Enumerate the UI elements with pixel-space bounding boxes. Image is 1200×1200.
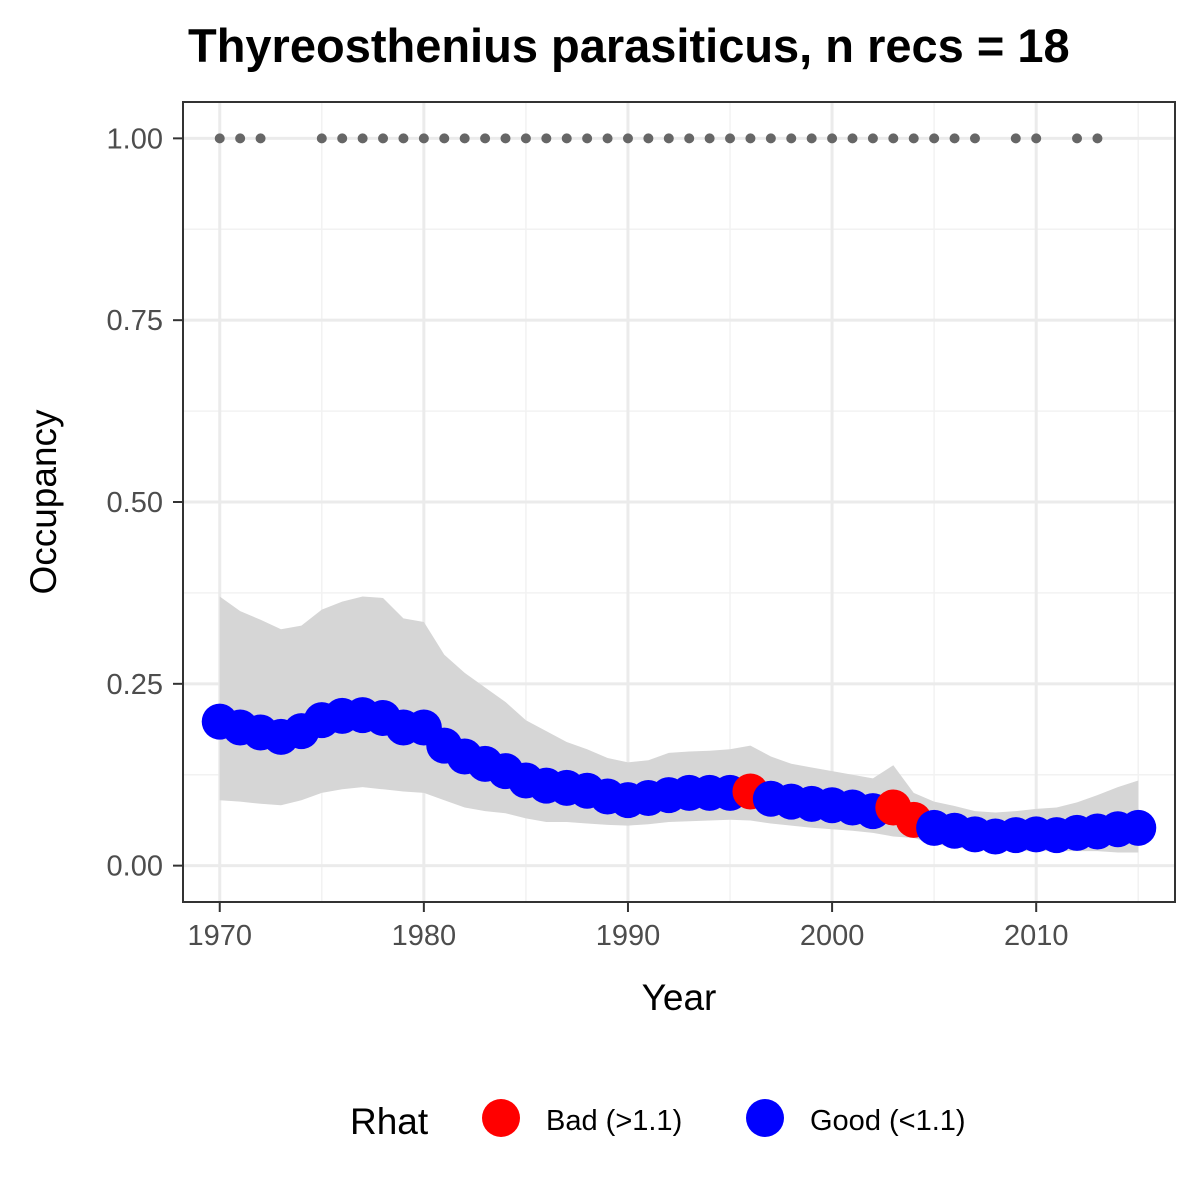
record-point xyxy=(316,133,327,144)
y-tick-label: 0.75 xyxy=(107,305,163,337)
record-point xyxy=(1072,133,1083,144)
record-point xyxy=(929,133,940,144)
record-point xyxy=(337,133,348,144)
record-point xyxy=(643,133,654,144)
record-point xyxy=(847,133,858,144)
legend-title: Rhat xyxy=(350,1101,429,1142)
record-point xyxy=(418,133,429,144)
record-point xyxy=(439,133,450,144)
record-point xyxy=(867,133,878,144)
occupancy-points xyxy=(201,697,1157,855)
record-point xyxy=(786,133,797,144)
record-point xyxy=(1010,133,1021,144)
y-tick-label: 0.50 xyxy=(107,487,163,519)
record-point xyxy=(255,133,266,144)
record-point xyxy=(765,133,776,144)
y-tick-label: 0.25 xyxy=(107,669,163,701)
chart-title: Thyreosthenius parasiticus, n recs = 18 xyxy=(188,19,1070,72)
y-tick-label: 1.00 xyxy=(107,123,163,155)
record-points xyxy=(214,133,1103,144)
legend: Rhat Bad (>1.1) Good (<1.1) xyxy=(350,1099,966,1142)
x-tick-label: 1980 xyxy=(392,920,457,952)
legend-key-bad xyxy=(482,1099,520,1137)
ci-ribbon xyxy=(219,596,1139,853)
record-point xyxy=(561,133,572,144)
record-point xyxy=(969,133,980,144)
record-point xyxy=(725,133,736,144)
record-point xyxy=(684,133,695,144)
record-point xyxy=(888,133,899,144)
credible-interval-ribbon xyxy=(219,596,1139,853)
record-point xyxy=(602,133,613,144)
record-point xyxy=(1092,133,1103,144)
record-point xyxy=(949,133,960,144)
x-tick-label: 2000 xyxy=(800,920,865,952)
axes: 1970 1980 1990 2000 2010 0.00 0.25 0.50 0.75 1.00 xyxy=(107,123,1069,952)
record-point xyxy=(582,133,593,144)
record-point xyxy=(398,133,409,144)
record-point xyxy=(622,133,633,144)
record-point xyxy=(214,133,225,144)
record-point xyxy=(806,133,817,144)
record-point xyxy=(541,133,552,144)
x-tick-label: 1970 xyxy=(187,920,252,952)
record-point xyxy=(459,133,470,144)
x-tick-label: 2010 xyxy=(1004,920,1069,952)
record-point xyxy=(908,133,919,144)
occupancy-point xyxy=(1120,809,1157,846)
y-tick-label: 0.00 xyxy=(107,851,163,883)
record-point xyxy=(235,133,246,144)
x-tick-label: 1990 xyxy=(596,920,661,952)
record-point xyxy=(500,133,511,144)
record-point xyxy=(520,133,531,144)
record-point xyxy=(745,133,756,144)
record-point xyxy=(827,133,838,144)
record-point xyxy=(378,133,389,144)
record-point xyxy=(704,133,715,144)
legend-key-good xyxy=(746,1099,784,1137)
record-point xyxy=(663,133,674,144)
x-axis-title: Year xyxy=(642,977,717,1018)
legend-label-bad: Bad (>1.1) xyxy=(546,1105,682,1137)
record-point xyxy=(1031,133,1042,144)
legend-label-good: Good (<1.1) xyxy=(810,1105,966,1137)
record-point xyxy=(357,133,368,144)
record-point xyxy=(480,133,491,144)
y-axis-title: Occupancy xyxy=(23,409,64,595)
